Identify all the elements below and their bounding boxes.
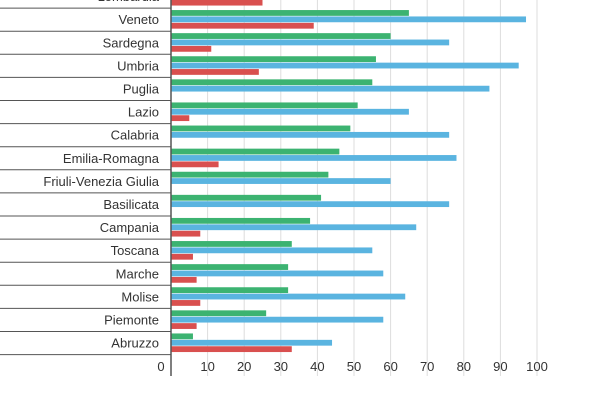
- bar-series2-6: [171, 131, 450, 138]
- bar-series3-0: [171, 0, 263, 6]
- category-rows: Lombardia Veneto Sardegna Umbria Puglia Lazio…: [0, 0, 171, 356]
- category-label: Lombardia: [98, 0, 160, 4]
- bar-series3-1: [171, 22, 314, 29]
- x-tick-label-80: 80: [457, 359, 471, 374]
- bar-series1-7: [171, 148, 340, 155]
- x-tick-label-20: 20: [237, 359, 251, 374]
- bars: [171, 0, 527, 353]
- bar-series3-14: [171, 323, 197, 329]
- category-label: Friuli-Venezia Giulia: [43, 174, 159, 189]
- bar-series1-11: [171, 241, 292, 247]
- category-label: Sardegna: [103, 35, 160, 50]
- bar-series1-3: [171, 56, 376, 63]
- bar-series1-12: [171, 264, 289, 270]
- bar-series2-8: [171, 178, 391, 184]
- category-label: Piemonte: [104, 312, 159, 327]
- bar-series1-14: [171, 310, 267, 317]
- category-label: Campania: [100, 220, 160, 235]
- bar-series2-9: [171, 201, 450, 208]
- bar-series2-1: [171, 16, 527, 23]
- x-tick-label-0: 0: [157, 359, 164, 374]
- category-label: Marche: [116, 266, 159, 281]
- x-tick-label-60: 60: [383, 359, 397, 374]
- bar-series1-9: [171, 194, 322, 201]
- bar-series2-12: [171, 270, 384, 277]
- category-label: Molise: [121, 289, 159, 304]
- x-tick-label-30: 30: [274, 359, 288, 374]
- bar-series3-15: [171, 346, 292, 353]
- bar-series3-2: [171, 45, 212, 52]
- bar-series3-10: [171, 230, 201, 237]
- x-tick-label-10: 10: [200, 359, 214, 374]
- bar-series1-2: [171, 33, 391, 39]
- bar-series3-3: [171, 69, 259, 75]
- x-tick-label-90: 90: [493, 359, 507, 374]
- bar-series2-7: [171, 155, 457, 161]
- bar-series2-13: [171, 293, 406, 300]
- bar-series2-5: [171, 108, 409, 115]
- bar-series1-6: [171, 125, 351, 132]
- bar-series1-4: [171, 79, 373, 86]
- category-label: Abruzzo: [111, 336, 159, 351]
- bar-series1-10: [171, 217, 311, 224]
- category-label: Calabria: [111, 128, 160, 143]
- category-label: Veneto: [119, 12, 160, 27]
- x-tick-label-50: 50: [347, 359, 361, 374]
- bar-series2-15: [171, 339, 333, 346]
- x-tick-label-100: 100: [526, 359, 548, 374]
- bar-series3-12: [171, 276, 197, 283]
- bar-series3-5: [171, 115, 190, 122]
- bar-series3-7: [171, 161, 219, 168]
- bar-series1-8: [171, 171, 329, 178]
- x-tick-label-40: 40: [310, 359, 324, 374]
- x-axis-ticks: 0 10 20 30 40 50 60 70 80 90 100: [157, 359, 547, 374]
- bar-series3-11: [171, 253, 193, 260]
- bar-series1-15: [171, 333, 193, 340]
- x-tick-label-70: 70: [420, 359, 434, 374]
- category-label: Basilicata: [103, 197, 159, 212]
- bar-series3-13: [171, 300, 201, 306]
- bar-series2-10: [171, 224, 417, 231]
- bar-series2-11: [171, 247, 373, 254]
- bar-series1-5: [171, 102, 358, 109]
- bar-series2-14: [171, 316, 384, 323]
- category-label: Puglia: [123, 81, 160, 96]
- bar-series1-13: [171, 287, 289, 294]
- category-label: Umbria: [117, 58, 160, 73]
- category-label: Lazio: [128, 105, 159, 120]
- bar-series2-4: [171, 85, 490, 92]
- bar-series1-1: [171, 10, 409, 16]
- bar-series2-3: [171, 62, 519, 69]
- category-label: Emilia-Romagna: [63, 151, 160, 166]
- bar-series2-2: [171, 39, 450, 46]
- category-label: Toscana: [111, 243, 160, 258]
